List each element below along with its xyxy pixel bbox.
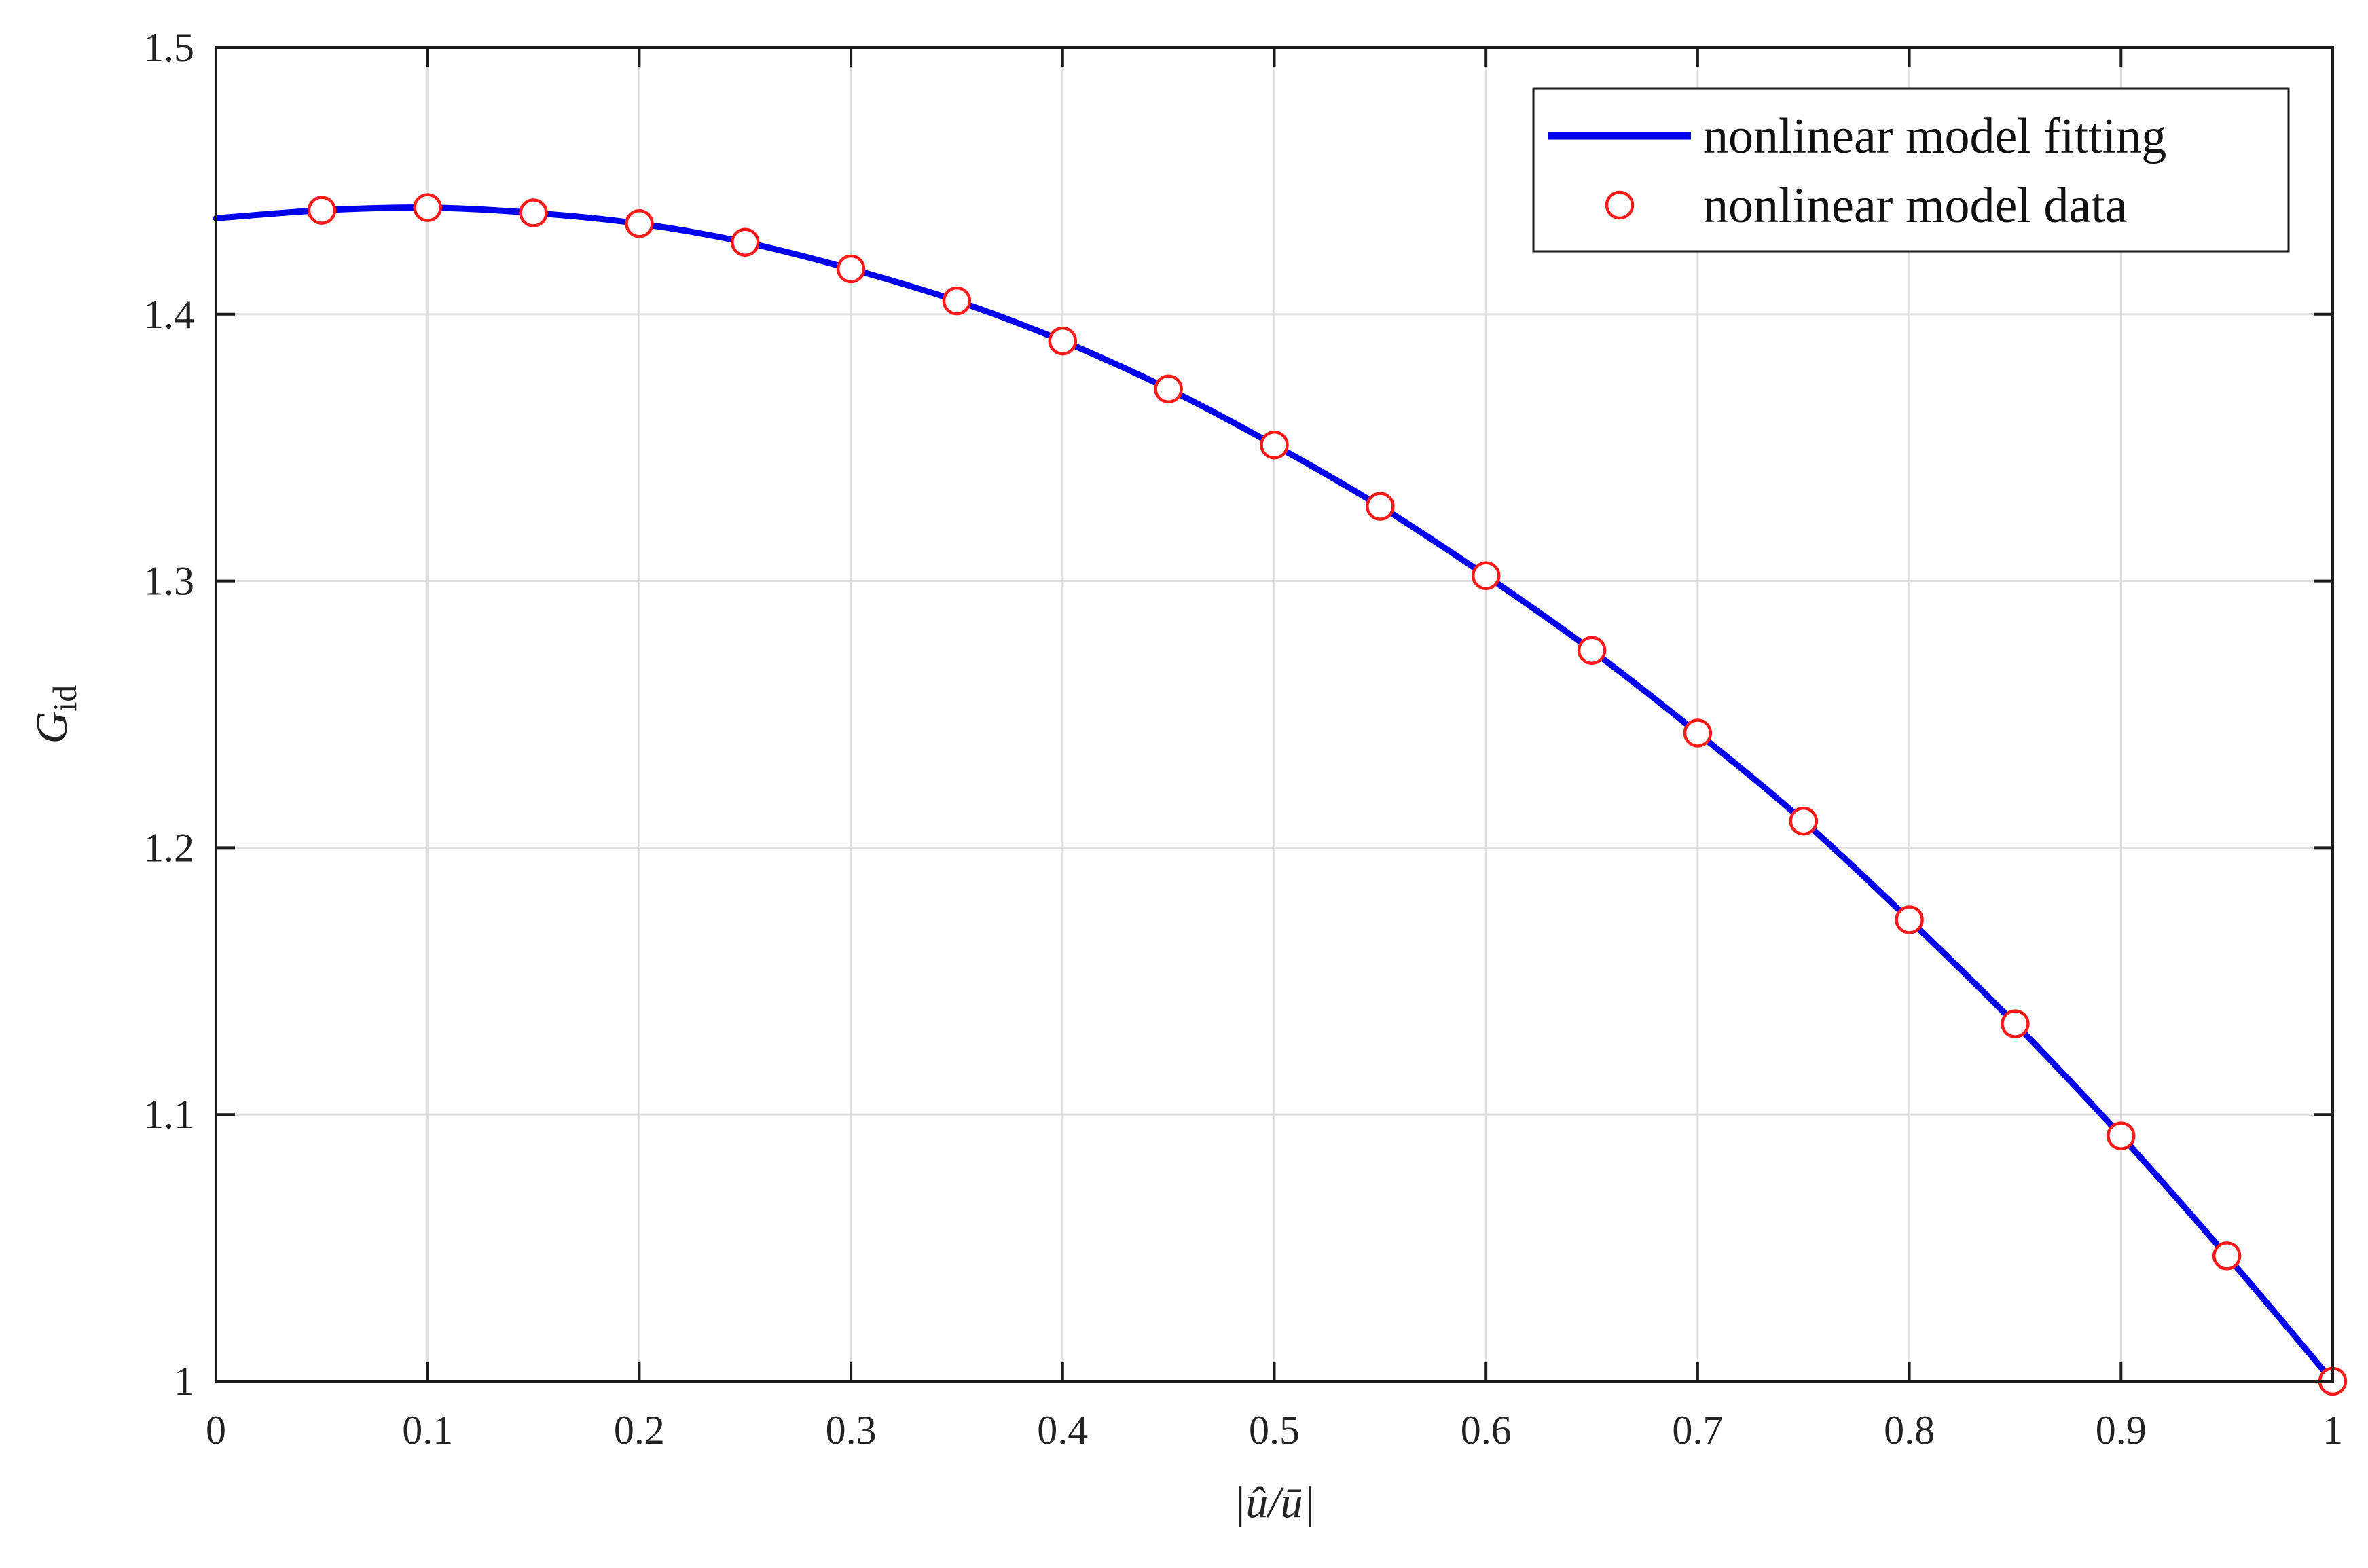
x-axis-label-text: |û/ū| — [1233, 1478, 1315, 1527]
legend-label-data: nonlinear model data — [1703, 178, 2128, 234]
x-tick-label: 0.3 — [826, 1408, 877, 1453]
data-point-marker — [942, 286, 972, 316]
data-point-marker — [2001, 1009, 2030, 1038]
data-point-marker — [1471, 561, 1501, 590]
tick-marks — [215, 46, 2334, 1383]
data-point-marker — [2212, 1241, 2242, 1271]
x-tick-label: 0.6 — [1461, 1408, 1512, 1453]
y-axis-label-main: G — [27, 712, 77, 744]
legend: nonlinear model fitting nonlinear model … — [1532, 87, 2290, 253]
y-tick-labels: 1 1.1 1.2 1.3 1.4 1.5 — [143, 25, 194, 1404]
data-point-marker — [307, 196, 337, 225]
legend-swatch-data-marker — [1605, 190, 1635, 220]
y-axis-label-subscript: id — [45, 685, 84, 712]
y-tick-label: 1.1 — [143, 1092, 194, 1137]
y-axis-label: Gid — [27, 685, 84, 744]
data-point-marker — [1366, 492, 1395, 521]
y-tick-label: 1.5 — [143, 25, 194, 70]
y-tick-label: 1.3 — [143, 559, 194, 604]
x-tick-label: 0.5 — [1249, 1408, 1300, 1453]
plot-area — [213, 193, 2348, 1396]
data-point-marker — [1577, 636, 1607, 665]
legend-box — [1532, 87, 2290, 253]
data-point-marker — [1683, 718, 1713, 748]
x-tick-label: 0.9 — [2096, 1408, 2147, 1453]
data-point-marker — [2107, 1121, 2136, 1150]
data-point-marker — [1048, 326, 1078, 356]
x-tick-labels: 0 0.1 0.2 0.3 0.4 0.5 0.6 0.7 0.8 0.9 1 — [206, 1408, 2343, 1453]
y-tick-label: 1 — [174, 1359, 194, 1404]
y-tick-label: 1.2 — [143, 825, 194, 870]
data-point-marker — [413, 193, 442, 222]
data-point-marker — [731, 227, 760, 257]
y-tick-label: 1.4 — [143, 292, 194, 337]
x-tick-label: 0 — [206, 1408, 226, 1453]
data-point-marker — [836, 254, 866, 284]
x-axis-label: |û/ū| — [1233, 1478, 1315, 1527]
legend-label-fitting: nonlinear model fitting — [1703, 109, 2166, 164]
x-tick-label: 0.8 — [1884, 1408, 1935, 1453]
x-tick-label: 0.7 — [1672, 1408, 1723, 1453]
data-point-marker — [1895, 905, 1924, 934]
x-tick-label: 0.2 — [614, 1408, 665, 1453]
x-tick-label: 0.1 — [402, 1408, 453, 1453]
x-tick-label: 0.4 — [1037, 1408, 1088, 1453]
data-point-marker — [625, 208, 654, 238]
data-point-marker — [1260, 431, 1289, 460]
svg-text:Gid: Gid — [27, 685, 84, 744]
data-point-marker — [519, 198, 548, 227]
data-point-marker — [1789, 806, 1818, 836]
data-point-marker — [1154, 374, 1183, 404]
x-tick-label: 1 — [2323, 1408, 2343, 1453]
